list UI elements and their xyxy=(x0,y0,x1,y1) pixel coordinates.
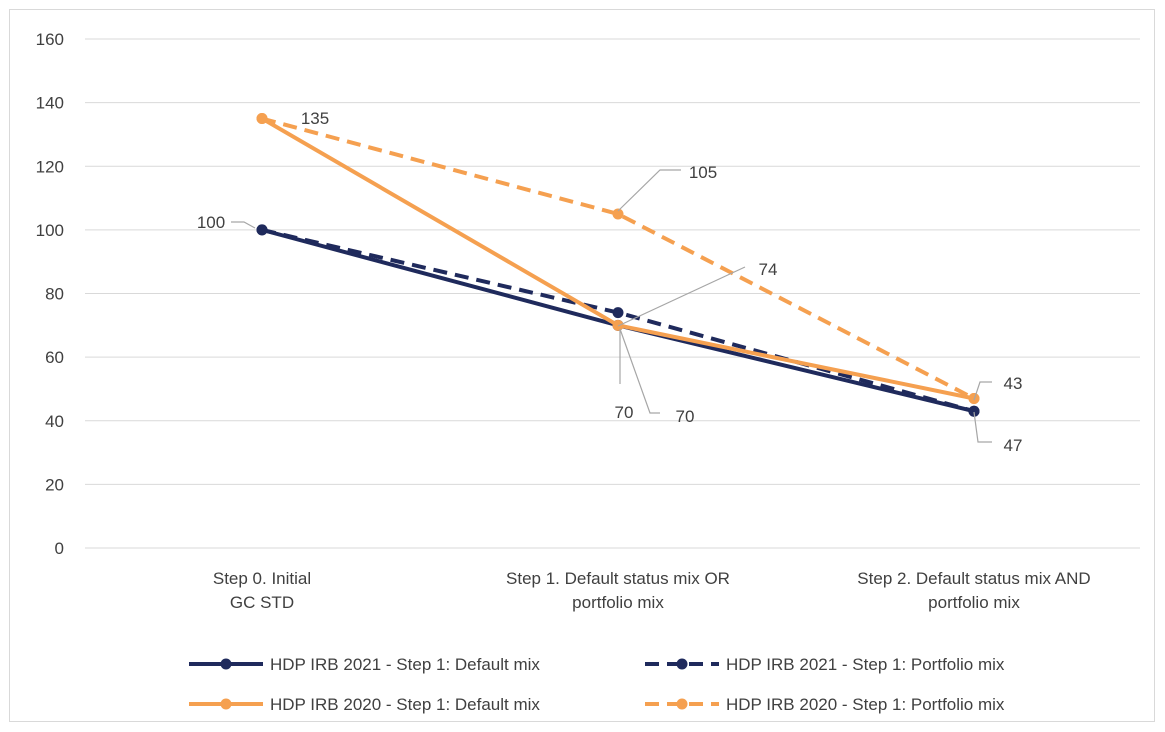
data-label: 47 xyxy=(1004,436,1023,455)
data-point xyxy=(256,113,268,125)
y-tick-label: 0 xyxy=(55,539,64,558)
legend-label: HDP IRB 2020 - Step 1: Default mix xyxy=(270,695,540,714)
data-point xyxy=(968,405,980,417)
leader-line xyxy=(973,381,992,401)
data-point xyxy=(612,208,624,220)
legend-item: HDP IRB 2020 - Step 1: Default mix xyxy=(189,695,540,714)
gridlines xyxy=(85,38,1140,549)
x-category-label: GC STD xyxy=(230,593,294,612)
legend-item: HDP IRB 2020 - Step 1: Portfolio mix xyxy=(645,695,1005,714)
y-tick-label: 160 xyxy=(36,30,64,49)
series-line xyxy=(261,116,975,401)
legend-label: HDP IRB 2021 - Step 1: Portfolio mix xyxy=(726,655,1005,674)
data-label: 70 xyxy=(615,403,634,422)
legend-label: HDP IRB 2021 - Step 1: Default mix xyxy=(270,655,540,674)
data-label: 105 xyxy=(689,163,717,182)
data-point xyxy=(612,319,624,331)
legend: HDP IRB 2021 - Step 1: Default mix HDP IR… xyxy=(189,655,1005,714)
legend-marker xyxy=(676,698,688,710)
x-category-label: Step 1. Default status mix OR xyxy=(506,569,730,588)
x-axis-category-labels: Step 0. Initial GC STD Step 1. Default sta… xyxy=(213,569,1091,612)
x-category-label: Step 2. Default status mix AND xyxy=(857,569,1090,588)
data-label: 135 xyxy=(301,109,329,128)
data-point xyxy=(612,307,624,319)
leader-line xyxy=(231,221,256,229)
data-labels: 100 135 105 74 70 70 43 47 xyxy=(197,109,1023,455)
legend-marker xyxy=(220,698,232,710)
leader-line xyxy=(617,266,746,327)
leader-line xyxy=(973,411,992,443)
data-label: 70 xyxy=(676,407,695,426)
legend-item: HDP IRB 2021 - Step 1: Default mix xyxy=(189,655,540,674)
y-tick-label: 140 xyxy=(36,94,64,113)
y-tick-label: 20 xyxy=(45,475,64,494)
data-label: 43 xyxy=(1004,374,1023,393)
data-label: 100 xyxy=(197,213,225,232)
y-axis-tick-labels: 0 20 40 60 80 100 120 140 160 xyxy=(36,30,64,558)
data-label: 74 xyxy=(759,260,778,279)
y-tick-label: 120 xyxy=(36,157,64,176)
y-tick-label: 100 xyxy=(36,221,64,240)
x-category-label: portfolio mix xyxy=(572,593,664,612)
legend-marker xyxy=(220,658,232,670)
y-tick-label: 60 xyxy=(45,348,64,367)
leader-line xyxy=(619,328,660,414)
data-label-leader-lines xyxy=(231,169,992,443)
x-category-label: Step 0. Initial xyxy=(213,569,311,588)
series-lines xyxy=(256,113,980,417)
x-category-label: portfolio mix xyxy=(928,593,1020,612)
chart-area xyxy=(9,9,1155,722)
legend-marker xyxy=(676,658,688,670)
y-tick-label: 40 xyxy=(45,412,64,431)
legend-label: HDP IRB 2020 - Step 1: Portfolio mix xyxy=(726,695,1005,714)
data-point xyxy=(256,224,268,236)
legend-item: HDP IRB 2021 - Step 1: Portfolio mix xyxy=(645,655,1005,674)
y-tick-label: 80 xyxy=(45,285,64,304)
leader-line xyxy=(617,169,681,212)
